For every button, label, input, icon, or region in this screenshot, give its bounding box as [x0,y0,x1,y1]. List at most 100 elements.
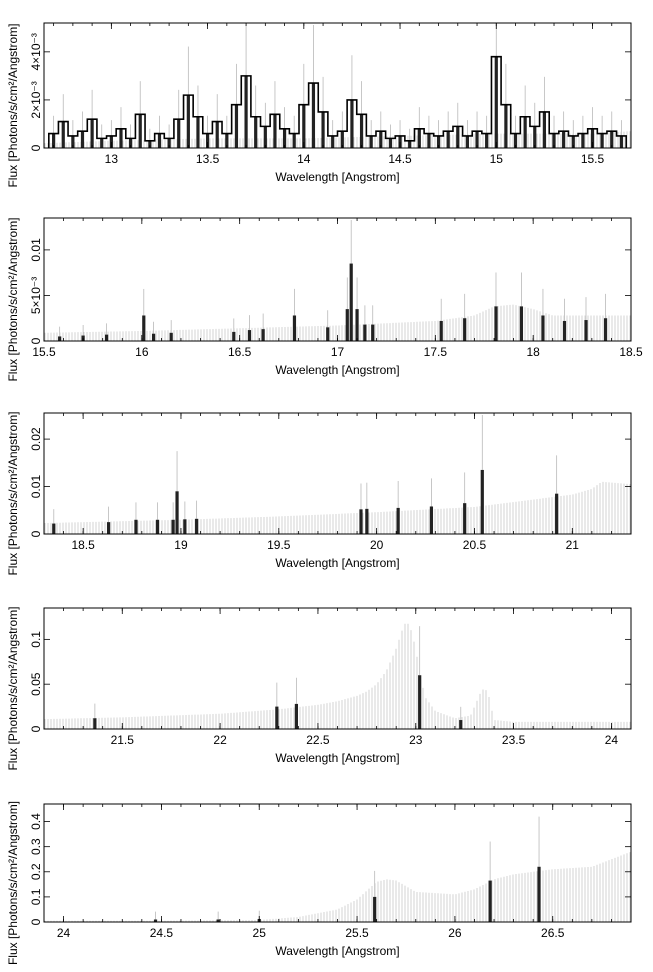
data-bar [475,131,479,148]
x-tick-label: 15.5 [581,152,605,166]
data-bar [331,135,335,148]
data-bar [311,83,316,148]
data-bar [244,75,248,148]
model-envelope [44,852,631,922]
data-bar [345,309,349,341]
data-bar [365,508,369,534]
data-bar [52,523,56,534]
data-bar [355,309,359,341]
data-bar [292,315,297,341]
data-bar [379,131,383,148]
chart-panel-3: 18.5 19 19.5 20 20.5 21 0 0.01 0.02 Wavelength [A… [6,411,632,576]
data-bar [175,491,179,534]
data-bar [61,121,65,148]
x-tick-label: 22.5 [306,733,330,747]
x-tick-label: 15.5 [32,345,56,359]
data-bar [340,131,344,148]
data-bar [603,318,608,341]
data-bar [562,131,566,148]
plot-frame [43,607,632,730]
data-bar [254,116,258,148]
data-bar [541,315,545,341]
data-bar [552,133,556,148]
y-tick-label: 4×10⁻³ [29,33,43,70]
data-bar [142,315,146,341]
x-tick-label: 17.5 [424,345,448,359]
data-bar [119,128,123,148]
x-tick-label: 20 [370,538,384,552]
data-bar [171,519,175,534]
chart-panel-1: 13 13.5 14 14.5 15 15.5 0 2×10⁻³ 4×10⁻³ Wavelengt… [6,22,632,188]
data-bar [494,56,498,148]
model-envelope [44,623,631,729]
data-bar [71,135,75,148]
y-tick-label: 0 [29,337,43,344]
data-bar [261,329,265,341]
data-bar [555,493,559,534]
data-bar [436,135,441,148]
data-bar [571,135,575,148]
chart-panel-2: 15.5 16 16.5 17 17.5 18 18.5 0 5×10⁻³ 0.01 Wavelen… [6,217,643,381]
data-bar [439,320,443,341]
y-axis-label: Flux [Photons/s/cm²/Angstrom] [6,411,20,575]
y-tick-label: 0 [29,918,43,925]
data-series [52,415,559,534]
data-bar [282,128,287,148]
x-tick-label: 21 [566,538,580,552]
data-bar [504,104,508,148]
x-tick-label: 18.5 [71,538,95,552]
x-tick-label: 23 [409,733,423,747]
data-bar [463,318,467,341]
x-axis-label: Wavelength [Angstrom] [275,363,399,377]
x-tick-label: 24 [605,733,619,747]
data-bar [600,133,604,148]
data-bar [590,128,595,148]
data-series [58,220,608,341]
data-bar [216,919,220,922]
x-tick-label: 15 [490,152,504,166]
data-bar [263,126,267,148]
y-axis-label: Flux [Photons/s/cm²/Angstrom] [6,217,20,381]
data-step-line [48,55,627,148]
x-tick-label: 18.5 [619,345,643,359]
data-bar [100,138,104,148]
y-tick-label: 0.2 [29,863,43,880]
x-tick-label: 18 [526,345,540,359]
data-bar [581,133,585,148]
data-bar [488,880,492,922]
data-bar [494,306,498,341]
y-tick-label: 5×10⁻³ [29,277,43,314]
data-bar [418,675,422,729]
data-bar [610,131,614,148]
data-bar [183,519,187,534]
data-bar [350,99,354,148]
data-bar [363,324,367,341]
x-tick-label: 24.5 [150,926,174,940]
x-tick-label: 14.5 [388,152,412,166]
data-bar [232,331,236,341]
y-tick-label: 0 [29,144,43,151]
data-series [48,25,627,148]
data-bar [533,126,537,148]
x-tick-label: 17 [331,345,345,359]
data-bar [153,919,158,922]
data-bar [465,135,470,148]
data-bar [234,104,239,148]
data-bar [177,119,181,148]
data-bar [321,111,325,148]
x-tick-label: 26 [448,926,462,940]
data-bar [157,133,162,148]
model-envelope [44,481,631,534]
data-bar [167,138,171,148]
data-bar [93,718,97,729]
y-tick-label: 0.1 [29,631,43,648]
data-bar [302,104,306,148]
x-tick-label: 25 [253,926,267,940]
data-bar [105,334,109,341]
data-bar [480,469,484,534]
x-tick-label: 26.5 [541,926,565,940]
data-bar [359,114,364,148]
plot-frame [43,22,632,149]
x-tick-label: 14 [297,152,311,166]
